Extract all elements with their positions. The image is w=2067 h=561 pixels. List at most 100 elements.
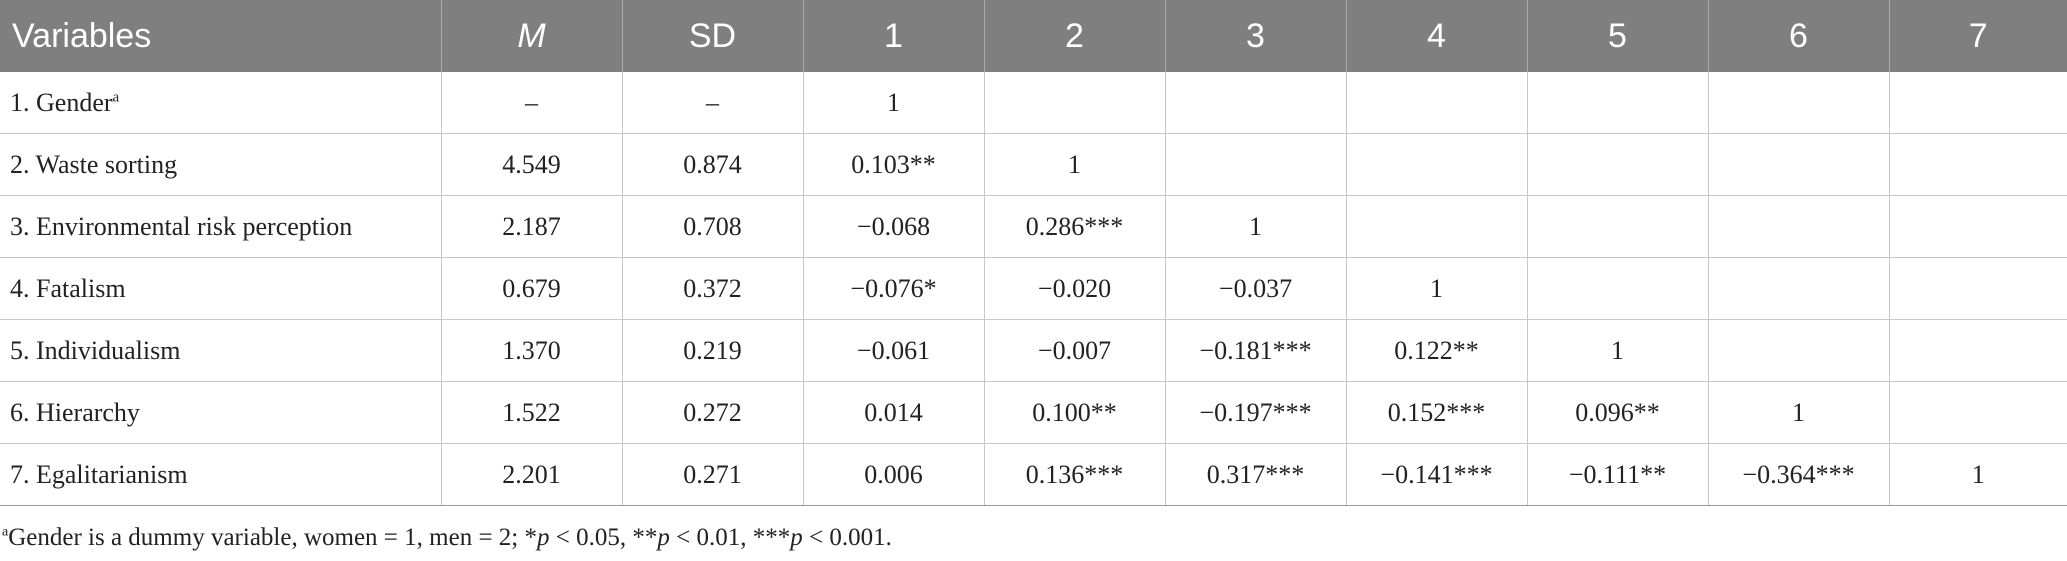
corr-cell-2: −0.007	[984, 319, 1166, 382]
corr-cell-4: 1	[1346, 257, 1528, 320]
sd-cell: 0.219	[622, 319, 804, 382]
variable-cell: 6. Hierarchy	[0, 381, 442, 444]
corr-cell-7	[1889, 72, 2067, 134]
footnote-text-4: < 0.001.	[802, 524, 892, 551]
corr-cell-7: 1	[1889, 443, 2067, 506]
variable-cell: 1. Gendera	[0, 72, 442, 134]
mean-cell: 0.679	[441, 257, 623, 320]
corr-cell-1: 0.014	[803, 381, 985, 444]
table-footnote: aGender is a dummy variable, women = 1, …	[2, 524, 892, 552]
corr-cell-7	[1889, 381, 2067, 444]
header-mean-label: M	[517, 16, 546, 55]
header-col-6: 6	[1708, 0, 1890, 72]
mean-cell: 2.187	[441, 195, 623, 258]
sd-cell: 0.372	[622, 257, 804, 320]
corr-cell-2: 0.100**	[984, 381, 1166, 444]
corr-cell-3: −0.181***	[1165, 319, 1347, 382]
footnote-text-2: < 0.05, **	[549, 524, 658, 551]
corr-cell-5	[1527, 133, 1709, 196]
corr-cell-6	[1708, 195, 1890, 258]
footnote-text-1: Gender is a dummy variable, women = 1, m…	[8, 524, 537, 551]
header-col-7: 7	[1889, 0, 2067, 72]
variable-cell: 2. Waste sorting	[0, 133, 442, 196]
sd-cell: 0.874	[622, 133, 804, 196]
table-row: 2. Waste sorting 4.549 0.874 0.103** 1	[0, 133, 2067, 196]
corr-cell-5	[1527, 195, 1709, 258]
corr-cell-4: 0.122**	[1346, 319, 1528, 382]
corr-cell-7	[1889, 257, 2067, 320]
variable-cell: 3. Environmental risk perception	[0, 195, 442, 258]
correlation-table: Variables M SD 1 2 3 4 5 6 7 1. Gendera …	[0, 0, 2067, 506]
corr-cell-5	[1527, 72, 1709, 134]
variable-cell: 5. Individualism	[0, 319, 442, 382]
header-col-2: 2	[984, 0, 1166, 72]
mean-cell: 1.522	[441, 381, 623, 444]
corr-cell-3	[1165, 72, 1347, 134]
corr-cell-6: −0.364***	[1708, 443, 1890, 506]
header-col-3: 3	[1165, 0, 1347, 72]
corr-cell-5: 0.096**	[1527, 381, 1709, 444]
corr-cell-5	[1527, 257, 1709, 320]
header-mean: M	[441, 0, 623, 72]
corr-cell-6	[1708, 257, 1890, 320]
header-col-4: 4	[1346, 0, 1528, 72]
corr-cell-4: −0.141***	[1346, 443, 1528, 506]
corr-cell-3: 0.317***	[1165, 443, 1347, 506]
corr-cell-4	[1346, 133, 1528, 196]
corr-cell-6	[1708, 72, 1890, 134]
correlation-table-container: Variables M SD 1 2 3 4 5 6 7 1. Gendera …	[0, 0, 2067, 506]
corr-cell-2	[984, 72, 1166, 134]
header-col-5: 5	[1527, 0, 1709, 72]
footnote-marker: a	[112, 88, 120, 105]
variable-label: 1. Gender	[10, 87, 113, 117]
mean-cell: 4.549	[441, 133, 623, 196]
mean-cell: 2.201	[441, 443, 623, 506]
header-row: Variables M SD 1 2 3 4 5 6 7	[0, 0, 2067, 72]
corr-cell-5: 1	[1527, 319, 1709, 382]
corr-cell-7	[1889, 133, 2067, 196]
corr-cell-4	[1346, 195, 1528, 258]
sd-cell: 0.271	[622, 443, 804, 506]
mean-cell: –	[441, 72, 623, 134]
corr-cell-1: 0.006	[803, 443, 985, 506]
corr-cell-4: 0.152***	[1346, 381, 1528, 444]
table-row: 6. Hierarchy 1.522 0.272 0.014 0.100** −…	[0, 381, 2067, 444]
footnote-marker: a	[2, 524, 9, 540]
table-row: 7. Egalitarianism 2.201 0.271 0.006 0.13…	[0, 443, 2067, 506]
corr-cell-1: −0.068	[803, 195, 985, 258]
variable-cell: 4. Fatalism	[0, 257, 442, 320]
corr-cell-3: 1	[1165, 195, 1347, 258]
sd-cell: 0.272	[622, 381, 804, 444]
footnote-p-3: p	[790, 524, 803, 551]
sd-cell: –	[622, 72, 804, 134]
corr-cell-3	[1165, 133, 1347, 196]
footnote-p-2: p	[657, 524, 670, 551]
header-col-1: 1	[803, 0, 985, 72]
table-body: 1. Gendera – – 1 2. Waste sorting 4.549 …	[0, 72, 2067, 506]
corr-cell-3: −0.197***	[1165, 381, 1347, 444]
corr-cell-2: 1	[984, 133, 1166, 196]
corr-cell-6	[1708, 319, 1890, 382]
header-sd: SD	[622, 0, 804, 72]
table-row: 5. Individualism 1.370 0.219 −0.061 −0.0…	[0, 319, 2067, 382]
table-header: Variables M SD 1 2 3 4 5 6 7	[0, 0, 2067, 72]
corr-cell-3: −0.037	[1165, 257, 1347, 320]
table-row: 4. Fatalism 0.679 0.372 −0.076* −0.020 −…	[0, 257, 2067, 320]
header-variables: Variables	[0, 0, 442, 72]
corr-cell-6	[1708, 133, 1890, 196]
corr-cell-6: 1	[1708, 381, 1890, 444]
corr-cell-5: −0.111**	[1527, 443, 1709, 506]
corr-cell-2: 0.286***	[984, 195, 1166, 258]
corr-cell-1: 0.103**	[803, 133, 985, 196]
mean-cell: 1.370	[441, 319, 623, 382]
corr-cell-2: −0.020	[984, 257, 1166, 320]
footnote-p-1: p	[537, 524, 550, 551]
table-row: 3. Environmental risk perception 2.187 0…	[0, 195, 2067, 258]
corr-cell-1: −0.076*	[803, 257, 985, 320]
corr-cell-4	[1346, 72, 1528, 134]
variable-cell: 7. Egalitarianism	[0, 443, 442, 506]
corr-cell-2: 0.136***	[984, 443, 1166, 506]
sd-cell: 0.708	[622, 195, 804, 258]
table-row: 1. Gendera – – 1	[0, 72, 2067, 134]
footnote-text-3: < 0.01, ***	[669, 524, 791, 551]
